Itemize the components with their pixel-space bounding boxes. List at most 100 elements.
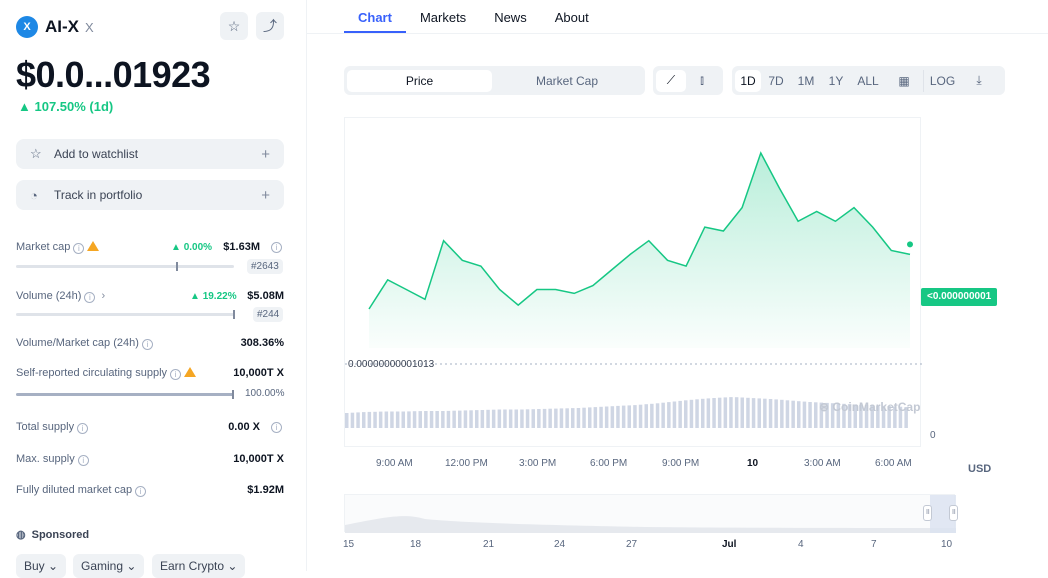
star-icon[interactable]: ☆	[220, 12, 248, 40]
volume-bar	[367, 411, 372, 428]
market-cap-toggle[interactable]: Market Cap	[535, 73, 599, 88]
volume-bar	[763, 398, 767, 428]
price-chart[interactable]	[344, 117, 922, 447]
range-all[interactable]: ALL	[857, 73, 879, 88]
volume-bar	[644, 404, 648, 428]
volume-bar	[808, 402, 812, 428]
market-cap-label: Market cap i	[16, 241, 100, 254]
sponsored-icon: ◍	[16, 529, 26, 541]
price-area	[369, 153, 910, 348]
info-icon[interactable]: i	[271, 242, 282, 253]
navigator-handle-left[interactable]: ॥	[923, 505, 932, 521]
navigator-handle-right[interactable]: ॥	[949, 505, 958, 521]
share-icon[interactable]: ⤴	[256, 12, 284, 40]
info-icon[interactable]: i	[84, 292, 96, 303]
navigator-tick: 7	[871, 539, 877, 550]
volume-bar	[508, 409, 513, 428]
volume-bar	[650, 403, 654, 428]
tab-chart[interactable]: Chart	[344, 0, 406, 33]
coin-sidebar: X AI-X X ☆ ⤴ $0.0...01923 ▲ 107.50% (1d)…	[0, 0, 307, 578]
volume-bar	[599, 406, 603, 428]
volume-rank: #244	[253, 307, 284, 322]
price-toggle[interactable]: Price	[347, 69, 492, 92]
volume-bar	[746, 397, 750, 428]
info-icon[interactable]: i	[141, 339, 153, 350]
log-toggle[interactable]: LOG	[923, 69, 961, 92]
chevron-right-icon[interactable]: ›	[101, 290, 106, 302]
volume-bar	[672, 401, 677, 428]
navigator-tick: 15	[343, 539, 355, 550]
volume-bar	[723, 397, 728, 428]
chart-panel: Chart Markets News About Price Market Ca…	[307, 0, 1048, 571]
tab-divider	[307, 33, 1048, 34]
volume-bar	[802, 401, 807, 428]
vol-mcap-label: Volume/Market cap (24h) i	[16, 337, 153, 350]
volume-bar	[887, 406, 891, 428]
tab-about[interactable]: About	[554, 10, 589, 25]
volume-bar	[638, 404, 643, 428]
tag-gaming[interactable]: Gaming ⌄	[73, 554, 145, 578]
volume-bar	[458, 410, 462, 428]
chart-type-toggle: ⟋ ⫾	[653, 66, 723, 95]
volume-bar	[847, 404, 852, 428]
add-to-watchlist-button[interactable]: ☆ Add to watchlist +	[16, 139, 284, 169]
coin-logo: X	[16, 16, 38, 38]
info-icon[interactable]: i	[77, 455, 89, 466]
circulating-supply-bar	[16, 390, 234, 399]
volume-bar	[350, 412, 355, 428]
range-1m[interactable]: 1M	[797, 73, 815, 88]
volume-bar	[859, 404, 863, 428]
range-7d[interactable]: 7D	[768, 73, 784, 88]
volume-bar	[582, 407, 586, 428]
info-icon[interactable]: i	[170, 369, 182, 380]
candlestick-icon[interactable]: ⫾	[700, 73, 704, 87]
volume-bar	[520, 409, 524, 428]
info-icon[interactable]: i	[135, 486, 147, 497]
volume-bar	[559, 408, 564, 428]
max-supply-value: 10,000T X	[233, 453, 284, 465]
tab-markets[interactable]: Markets	[419, 10, 467, 25]
volume-bar	[429, 411, 434, 428]
market-cap-value: $1.63M	[223, 241, 260, 253]
volume-bar	[627, 405, 631, 428]
range-1y[interactable]: 1Y	[828, 73, 844, 88]
track-portfolio-button[interactable]: ◔ Track in portfolio +	[16, 180, 284, 210]
info-icon[interactable]: i	[77, 423, 89, 434]
calendar-icon[interactable]: ▦	[898, 73, 910, 88]
volume-bar	[542, 408, 547, 428]
line-chart-icon[interactable]: ⟋	[656, 69, 686, 92]
volume-bar	[836, 403, 841, 428]
chevron-down-icon: ⌄	[126, 559, 137, 573]
vol-mcap-value: 308.36%	[240, 337, 284, 349]
volume-change: ▲ 19.22%	[190, 291, 237, 302]
warning-icon[interactable]	[184, 367, 197, 377]
volume-bar	[791, 400, 795, 428]
tab-news[interactable]: News	[494, 10, 527, 25]
volume-bar	[893, 406, 897, 428]
volume-bar	[706, 398, 711, 428]
price-change: ▲ 107.50% (1d)	[18, 99, 114, 114]
sponsored-heading: ◍ Sponsored	[16, 529, 90, 541]
info-icon[interactable]: i	[73, 243, 85, 254]
coinmarketcap-watermark: ⊛ CoinMarketCap	[819, 400, 921, 414]
volume-bar	[876, 405, 880, 428]
download-icon[interactable]: ⤓	[976, 73, 982, 87]
x-tick: 3:00 PM	[519, 458, 557, 469]
x-tick: 10	[747, 458, 759, 469]
x-tick: 3:00 AM	[804, 458, 841, 469]
volume-bar	[412, 411, 417, 428]
tag-buy[interactable]: Buy ⌄	[16, 554, 67, 578]
volume-bar	[757, 398, 761, 428]
volume-bar	[565, 408, 569, 428]
navigator-tick: 18	[410, 539, 422, 550]
info-icon[interactable]: i	[271, 422, 282, 433]
range-1d[interactable]: 1D	[735, 69, 761, 92]
range-navigator[interactable]: ॥ ॥	[344, 494, 958, 533]
volume-bar	[864, 404, 869, 428]
warning-icon[interactable]	[87, 241, 100, 251]
fdmc-label: Fully diluted market cap i	[16, 484, 147, 497]
volume-bar	[904, 407, 908, 428]
current-price-tag: <0.000000001	[921, 288, 998, 306]
tag-earn-crypto[interactable]: Earn Crypto ⌄	[152, 554, 246, 578]
pie-chart-icon: ◔	[30, 187, 38, 203]
